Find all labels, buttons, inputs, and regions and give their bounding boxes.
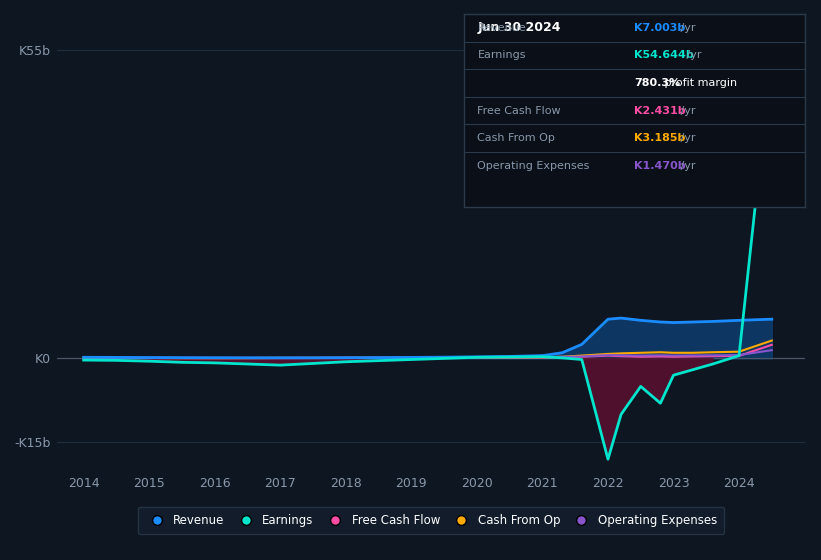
Legend: Revenue, Earnings, Free Cash Flow, Cash From Op, Operating Expenses: Revenue, Earnings, Free Cash Flow, Cash … (138, 507, 724, 534)
Text: profit margin: profit margin (662, 78, 737, 88)
Text: K2.431b: K2.431b (635, 106, 686, 115)
Text: Operating Expenses: Operating Expenses (478, 161, 589, 171)
Text: /yr: /yr (683, 50, 702, 60)
Text: /yr: /yr (677, 161, 695, 171)
Text: 780.3%: 780.3% (635, 78, 681, 88)
Text: /yr: /yr (677, 23, 695, 33)
Text: K7.003b: K7.003b (635, 23, 686, 33)
Text: Revenue: Revenue (478, 23, 526, 33)
Text: K1.470b: K1.470b (635, 161, 686, 171)
Text: Cash From Op: Cash From Op (478, 133, 555, 143)
Text: Earnings: Earnings (478, 50, 526, 60)
Text: /yr: /yr (677, 133, 695, 143)
Text: K3.185b: K3.185b (635, 133, 686, 143)
Text: /yr: /yr (677, 106, 695, 115)
Text: K54.644b: K54.644b (635, 50, 694, 60)
Text: Jun 30 2024: Jun 30 2024 (478, 21, 561, 34)
Text: Free Cash Flow: Free Cash Flow (478, 106, 561, 115)
